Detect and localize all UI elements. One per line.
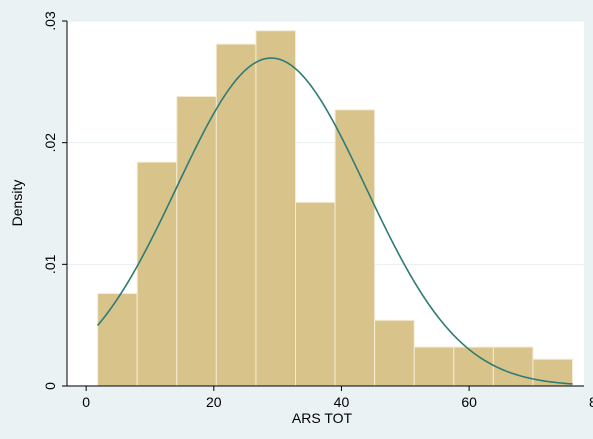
histogram-bar-2 (136, 161, 178, 387)
x-tick-label-4: 80 (589, 394, 593, 410)
x-axis-ticks: 0 20 40 60 80 (82, 386, 593, 410)
y-axis-title: Density (9, 180, 25, 227)
histogram-bars (97, 30, 574, 387)
x-axis-title: ARS TOT (292, 410, 353, 426)
histogram-bar-4 (215, 43, 257, 387)
y-axis-ticks: 0 .01 .02 .03 (42, 11, 67, 390)
histogram-bar-5 (255, 30, 297, 387)
y-tick-label-3: .03 (42, 11, 58, 31)
histogram-bar-1 (97, 293, 138, 387)
x-tick-label-1: 20 (206, 394, 222, 410)
x-tick-label-0: 0 (82, 394, 90, 410)
y-tick-label-2: .02 (42, 133, 58, 153)
histogram-bar-3 (176, 95, 217, 387)
histogram-bar-7 (334, 109, 376, 387)
y-tick-label-0: 0 (42, 382, 58, 390)
normal-density-curve (97, 57, 573, 385)
histogram-bar-6 (295, 201, 336, 387)
histogram-bar-11 (492, 346, 534, 387)
histogram-bar-8 (374, 319, 415, 387)
y-tick-label-1: .01 (42, 254, 58, 274)
x-tick-label-3: 60 (461, 394, 477, 410)
histogram-bar-9 (413, 346, 455, 387)
x-tick-label-2: 40 (334, 394, 350, 410)
